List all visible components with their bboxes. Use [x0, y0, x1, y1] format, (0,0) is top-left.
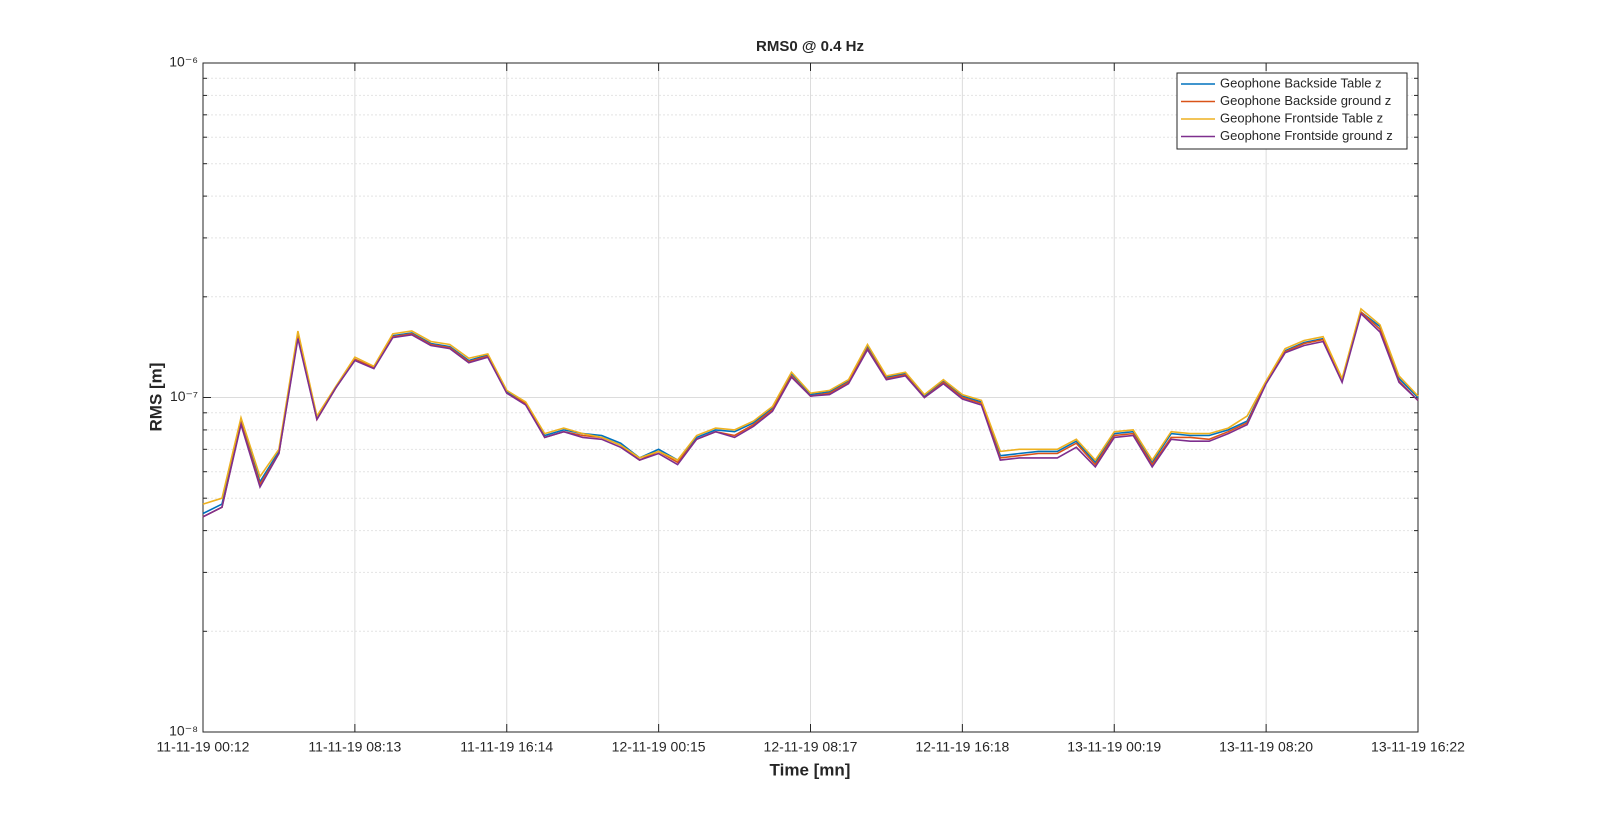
- x-tick-label: 12-11-19 00:15: [612, 739, 706, 755]
- y-tick-label: 10⁻⁶: [169, 54, 198, 70]
- y-tick-label: 10⁻⁸: [169, 723, 198, 739]
- series-line: [202, 310, 1419, 515]
- series-line: [202, 307, 1419, 505]
- chart-title: RMS0 @ 0.4 Hz: [756, 38, 864, 55]
- x-tick-label: 13-11-19 08:20: [1219, 739, 1313, 755]
- y-axis-label: RMS [m]: [146, 363, 165, 432]
- x-tick-label: 11-11-19 08:13: [308, 739, 401, 755]
- legend-label: Geophone Frontside Table z: [1220, 110, 1383, 125]
- legend-label: Geophone Backside ground z: [1220, 93, 1391, 108]
- legend-label: Geophone Frontside ground z: [1220, 128, 1393, 143]
- x-tick-label: 13-11-19 00:19: [1067, 739, 1161, 755]
- x-tick-label: 11-11-19 00:12: [157, 739, 250, 755]
- legend-label: Geophone Backside Table z: [1220, 75, 1382, 90]
- x-tick-label: 13-11-19 16:22: [1371, 739, 1465, 755]
- x-tick-label: 11-11-19 16:14: [460, 739, 553, 755]
- x-tick-label: 12-11-19 16:18: [915, 739, 1009, 755]
- x-axis-label: Time [mn]: [770, 760, 851, 779]
- y-tick-label: 10⁻⁷: [170, 388, 198, 404]
- x-tick-label: 12-11-19 08:17: [764, 739, 858, 755]
- series-line: [202, 312, 1419, 518]
- legend-box: [1176, 72, 1408, 150]
